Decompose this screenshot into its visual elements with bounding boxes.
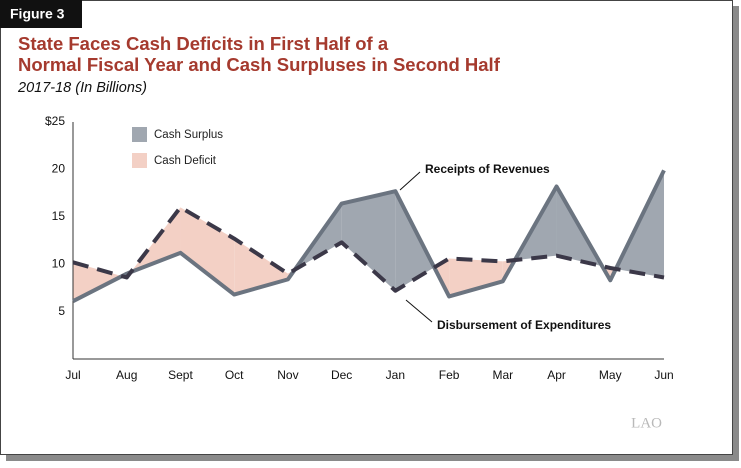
x-tick-label: Apr bbox=[547, 368, 566, 382]
series-line bbox=[72, 169, 666, 303]
legend-swatch bbox=[132, 127, 147, 142]
figure-tag bbox=[0, 0, 82, 28]
legend-label: Cash Surplus bbox=[154, 129, 223, 141]
y-tick-label: $25 bbox=[45, 114, 65, 128]
x-tick-label: Jul bbox=[65, 368, 80, 382]
y-tick-label: 20 bbox=[52, 162, 66, 176]
x-tick-label: May bbox=[599, 368, 622, 382]
legend-swatch bbox=[132, 153, 147, 168]
chart-title: State Faces Cash Deficits in First Half … bbox=[18, 33, 389, 54]
chart-subtitle: 2017-18 (In Billions) bbox=[17, 80, 147, 96]
leader-line bbox=[399, 171, 421, 191]
x-tick-label: Oct bbox=[225, 368, 244, 382]
series-annotation: Disbursement of Expenditures bbox=[437, 318, 611, 332]
deficit-area bbox=[73, 262, 122, 302]
chart-title: Normal Fiscal Year and Cash Surpluses in… bbox=[18, 54, 501, 75]
deficit-area bbox=[180, 207, 235, 295]
y-tick-label: 15 bbox=[52, 209, 66, 223]
series-line bbox=[72, 205, 665, 293]
y-tick-label: 10 bbox=[52, 256, 66, 270]
x-tick-label: Mar bbox=[492, 368, 513, 382]
leader-line bbox=[405, 299, 433, 323]
x-tick-label: Nov bbox=[277, 368, 298, 382]
x-tick-label: Dec bbox=[331, 368, 352, 382]
series-annotation: Receipts of Revenues bbox=[425, 162, 550, 176]
deficit-area bbox=[449, 258, 503, 297]
deficit-area bbox=[234, 238, 288, 295]
x-tick-label: Aug bbox=[116, 368, 137, 382]
x-tick-label: Jan bbox=[386, 368, 405, 382]
x-tick-label: Sept bbox=[168, 368, 193, 382]
x-tick-label: Feb bbox=[439, 368, 460, 382]
y-tick-label: 5 bbox=[58, 304, 65, 318]
legend-label: Cash Deficit bbox=[154, 155, 217, 167]
x-tick-label: Jun bbox=[654, 368, 673, 382]
surplus-area bbox=[395, 191, 435, 291]
source-logo: LAO bbox=[631, 415, 662, 431]
surplus-area bbox=[341, 191, 396, 291]
figure-label: Figure 3 bbox=[10, 6, 65, 22]
